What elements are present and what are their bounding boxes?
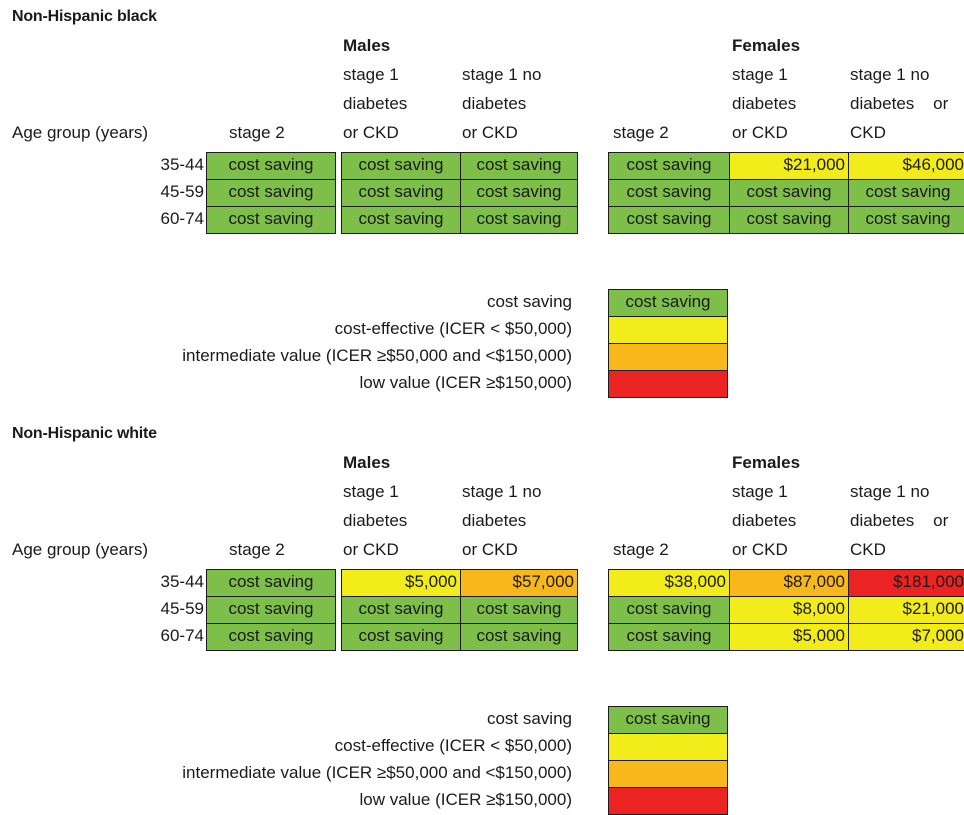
table-cell: $5,000 (341, 569, 461, 597)
legend-label: low value (ICER ≥$150,000) (359, 373, 573, 392)
table-cell: $5,000 (729, 623, 849, 651)
age-label: 45-59 (160, 182, 204, 201)
table-cell: cost saving (729, 206, 849, 234)
table-cell: cost saving (608, 623, 730, 651)
age-label: 35-44 (160, 155, 204, 174)
col-header-stage2: stage 2 (229, 540, 285, 559)
legend-swatch (608, 760, 728, 788)
table-cell: $21,000 (729, 152, 849, 180)
table-cell: cost saving (206, 179, 336, 207)
col-header-stage2: stage 2 (613, 123, 669, 142)
legend-label: cost-effective (ICER < $50,000) (334, 736, 572, 755)
col-header-stage2: stage 2 (229, 123, 285, 142)
males-label: Males (343, 36, 391, 55)
table-cell: $57,000 (460, 569, 578, 597)
col-header-line: stage 1 (343, 65, 399, 84)
col-header-line: CKD (850, 123, 886, 142)
legend-swatch (608, 316, 728, 344)
col-header-line: diabetes (343, 511, 408, 530)
table-cell: cost saving (341, 596, 461, 624)
table-cell: cost saving (608, 152, 730, 180)
table-cell: $38,000 (608, 569, 730, 597)
col-header-line: stage 1 no (850, 482, 930, 501)
row-header: Age group (years) (12, 540, 149, 559)
col-header-line: or CKD (732, 123, 788, 142)
table-cell: cost saving (206, 569, 336, 597)
col-header-line: diabetes (732, 94, 797, 113)
legend-swatch (608, 370, 728, 398)
col-header-line: or CKD (732, 540, 788, 559)
col-header-line: stage 1 (732, 65, 788, 84)
col-header-line: CKD (850, 540, 886, 559)
table-cell: cost saving (460, 623, 578, 651)
table-cell: $21,000 (848, 596, 964, 624)
col-header-line: diabetes (462, 94, 527, 113)
legend-label: low value (ICER ≥$150,000) (359, 790, 573, 809)
legend-label: intermediate value (ICER ≥$50,000 and <$… (182, 763, 572, 782)
males-label: Males (343, 453, 391, 472)
col-header-line: or CKD (343, 540, 399, 559)
table-cell: $87,000 (729, 569, 849, 597)
col-header-line: stage 1 no (850, 65, 930, 84)
col-header-line: or CKD (462, 540, 518, 559)
table-cell: cost saving (341, 206, 461, 234)
legend-label: cost-effective (ICER < $50,000) (334, 319, 572, 338)
table-cell: cost saving (608, 179, 730, 207)
table-cell: cost saving (206, 206, 336, 234)
table-cell: cost saving (341, 623, 461, 651)
col-header-line: stage 1 no (462, 482, 542, 501)
age-label: 60-74 (160, 209, 204, 228)
age-label: 45-59 (160, 599, 204, 618)
col-header-line: or CKD (462, 123, 518, 142)
table-cell: cost saving (608, 596, 730, 624)
col-header-line: or CKD (343, 123, 399, 142)
table-cell: cost saving (206, 596, 336, 624)
table-cell: cost saving (848, 179, 964, 207)
table-cell: cost saving (460, 179, 578, 207)
legend-swatch (608, 343, 728, 371)
legend-swatch (608, 787, 728, 815)
legend-label: cost saving (486, 292, 572, 311)
females-label: Females (732, 36, 801, 55)
table-cell: cost saving (729, 179, 849, 207)
table-cell: cost saving (206, 152, 336, 180)
table-cell: cost saving (848, 206, 964, 234)
col-header-line: stage 1 no (462, 65, 542, 84)
col-header-line: diabetes (343, 94, 408, 113)
table-cell: cost saving (341, 179, 461, 207)
col-header-line: diabetes or (850, 511, 949, 530)
col-header-line: diabetes or (850, 94, 949, 113)
legend-label: intermediate value (ICER ≥$50,000 and <$… (182, 346, 572, 365)
table-cell: $46,000 (848, 152, 964, 180)
legend-swatch (608, 733, 728, 761)
females-label: Females (732, 453, 801, 472)
age-label: 60-74 (160, 626, 204, 645)
table-cell: $7,000 (848, 623, 964, 651)
table-cell: cost saving (460, 206, 578, 234)
col-header-line: diabetes (462, 511, 527, 530)
age-label: 35-44 (160, 572, 204, 591)
legend-label: cost saving (486, 709, 572, 728)
table-cell: $8,000 (729, 596, 849, 624)
col-header-line: stage 1 (732, 482, 788, 501)
table-cell: cost saving (608, 206, 730, 234)
section-title: Non-Hispanic black (12, 8, 157, 25)
section-title: Non-Hispanic white (12, 425, 157, 442)
table-cell: cost saving (206, 623, 336, 651)
col-header-stage2: stage 2 (613, 540, 669, 559)
legend-swatch: cost saving (608, 289, 728, 317)
table-cell: cost saving (341, 152, 461, 180)
col-header-line: stage 1 (343, 482, 399, 501)
table-cell: cost saving (460, 152, 578, 180)
col-header-line: diabetes (732, 511, 797, 530)
table-cell: $181,000 (848, 569, 964, 597)
row-header: Age group (years) (12, 123, 149, 142)
table-cell: cost saving (460, 596, 578, 624)
legend-swatch: cost saving (608, 706, 728, 734)
